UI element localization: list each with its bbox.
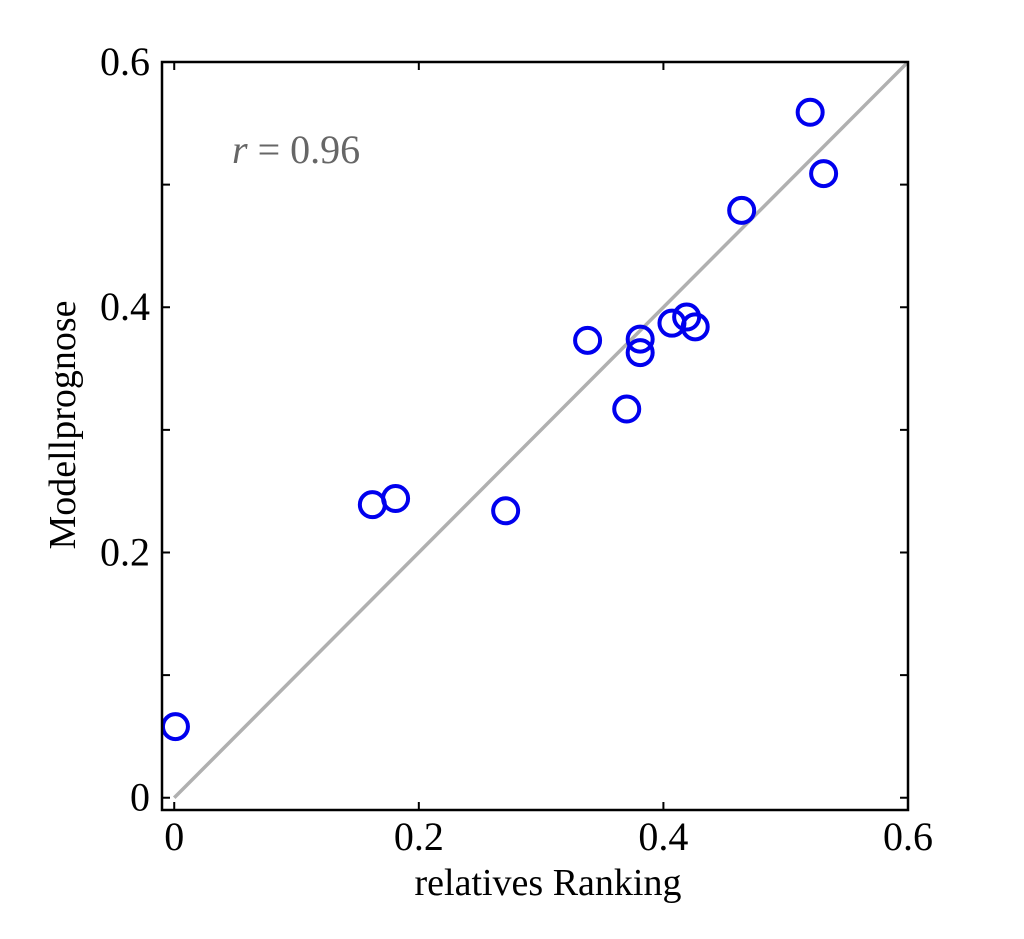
data-point-12 [795, 97, 825, 127]
axis-ticks: 0 0.2 0.4 0.6 0 0.2 0.4 0.6 [100, 39, 933, 859]
data-point-3 [491, 496, 521, 526]
plot-frame [160, 60, 910, 812]
data-point-8 [657, 308, 687, 338]
data-point-5 [612, 394, 642, 424]
correlation-annotation: r = 0.96 [232, 127, 360, 172]
y-tick-label: 0 [130, 775, 150, 820]
x-axis-label: relatives Ranking [415, 862, 682, 904]
annotation-value: = 0.96 [248, 127, 361, 172]
x-tick-label: 0.2 [394, 814, 444, 859]
annotation-prefix: r [232, 127, 248, 172]
data-point-2 [381, 484, 411, 514]
data-point-4 [573, 325, 603, 355]
data-point-0 [160, 712, 190, 742]
data-point-10 [680, 312, 710, 342]
reference-line [172, 60, 910, 799]
data-point-7 [625, 338, 655, 368]
data-point-11 [727, 195, 757, 225]
x-tick-label: 0.6 [883, 814, 933, 859]
x-tick-label: 0 [164, 814, 184, 859]
y-tick-label: 0.6 [100, 39, 150, 84]
y-tick-label: 0.4 [100, 284, 150, 329]
plot-area [160, 60, 910, 799]
data-point-6 [625, 324, 655, 354]
y-axis-label: Modellprognose [42, 300, 84, 549]
x-tick-label: 0.4 [638, 814, 688, 859]
data-point-13 [809, 159, 839, 189]
y-tick-label: 0.2 [100, 529, 150, 574]
data-point-1 [357, 490, 387, 520]
